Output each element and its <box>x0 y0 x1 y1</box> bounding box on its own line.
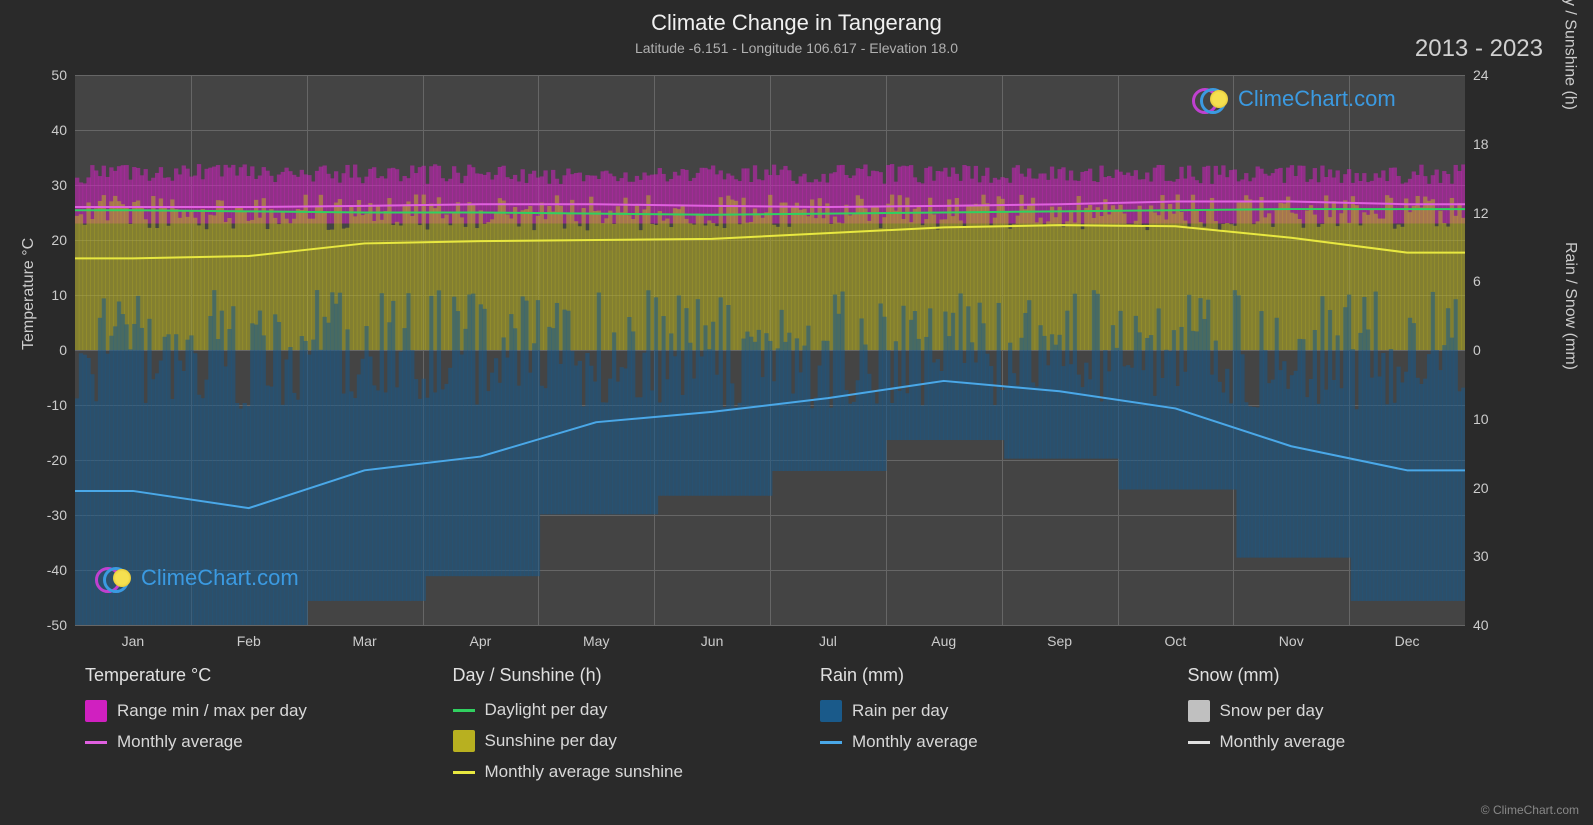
x-tick-month: Jul <box>819 633 837 649</box>
y-tick-left: -10 <box>47 397 67 413</box>
legend-item: Monthly average <box>1188 732 1516 752</box>
y-tick-right-hours: 0 <box>1473 342 1481 358</box>
legend-item: Snow per day <box>1188 700 1516 722</box>
y-tick-left: -40 <box>47 562 67 578</box>
y-tick-right-mm: 20 <box>1473 480 1489 496</box>
watermark-bottom: ClimeChart.com <box>95 565 299 591</box>
x-tick-month: Apr <box>470 633 492 649</box>
y-tick-right-hours: 12 <box>1473 205 1489 221</box>
legend-line-icon <box>453 709 475 712</box>
chart-subtitle: Latitude -6.151 - Longitude 106.617 - El… <box>0 40 1593 56</box>
legend-line-icon <box>85 741 107 744</box>
x-tick-month: Sep <box>1047 633 1072 649</box>
legend-line-icon <box>1188 741 1210 744</box>
legend-swatch-icon <box>820 700 842 722</box>
y-tick-left: 40 <box>51 122 67 138</box>
y-tick-left: 50 <box>51 67 67 83</box>
chart-title: Climate Change in Tangerang <box>0 10 1593 36</box>
legend-title: Snow (mm) <box>1188 665 1516 686</box>
y-tick-left: -50 <box>47 617 67 633</box>
legend-swatch-icon <box>85 700 107 722</box>
legend-label: Monthly average <box>1220 732 1346 752</box>
legend-label: Snow per day <box>1220 701 1324 721</box>
y-tick-right-mm: 30 <box>1473 548 1489 564</box>
x-tick-month: Jun <box>701 633 724 649</box>
y-axis-right-bottom-title: Rain / Snow (mm) <box>1561 242 1579 370</box>
plot-area: -50-40-30-20-100102030405006121824102030… <box>75 75 1465 625</box>
legend-swatch-icon <box>1188 700 1210 722</box>
legend-label: Rain per day <box>852 701 948 721</box>
y-tick-right-hours: 18 <box>1473 136 1489 152</box>
legend-item: Monthly average sunshine <box>453 762 781 782</box>
copyright: © ClimeChart.com <box>1481 803 1579 817</box>
legend-column-rain: Rain (mm) Rain per day Monthly average <box>820 665 1148 792</box>
legend-title: Temperature °C <box>85 665 413 686</box>
x-tick-month: May <box>583 633 609 649</box>
legend-label: Monthly average <box>117 732 243 752</box>
legend: Temperature °C Range min / max per day Mon… <box>85 665 1515 792</box>
y-tick-left: -30 <box>47 507 67 523</box>
y-tick-right-hours: 24 <box>1473 67 1489 83</box>
y-tick-right-mm: 40 <box>1473 617 1489 633</box>
y-axis-right-top-title: Day / Sunshine (h) <box>1561 0 1579 110</box>
y-tick-left: 20 <box>51 232 67 248</box>
climechart-logo-icon <box>1192 88 1232 110</box>
x-tick-month: Mar <box>353 633 377 649</box>
legend-line-icon <box>453 771 475 774</box>
climechart-logo-icon <box>95 567 135 589</box>
y-tick-left: 30 <box>51 177 67 193</box>
legend-label: Sunshine per day <box>485 731 617 751</box>
legend-swatch-icon <box>453 730 475 752</box>
legend-title: Rain (mm) <box>820 665 1148 686</box>
y-tick-left: 10 <box>51 287 67 303</box>
legend-item: Sunshine per day <box>453 730 781 752</box>
y-tick-right-hours: 6 <box>1473 273 1481 289</box>
legend-label: Daylight per day <box>485 700 608 720</box>
y-tick-left: 0 <box>59 342 67 358</box>
x-tick-month: Dec <box>1395 633 1420 649</box>
legend-label: Monthly average <box>852 732 978 752</box>
y-axis-left-title: Temperature °C <box>20 238 38 350</box>
legend-label: Range min / max per day <box>117 701 307 721</box>
x-tick-month: Nov <box>1279 633 1304 649</box>
y-tick-right-mm: 10 <box>1473 411 1489 427</box>
legend-label: Monthly average sunshine <box>485 762 683 782</box>
legend-item: Monthly average <box>85 732 413 752</box>
legend-item: Range min / max per day <box>85 700 413 722</box>
watermark-text: ClimeChart.com <box>1238 86 1396 112</box>
x-tick-month: Aug <box>931 633 956 649</box>
watermark-text: ClimeChart.com <box>141 565 299 591</box>
legend-item: Monthly average <box>820 732 1148 752</box>
legend-column-snow: Snow (mm) Snow per day Monthly average <box>1188 665 1516 792</box>
legend-item: Daylight per day <box>453 700 781 720</box>
legend-line-icon <box>820 741 842 744</box>
year-range: 2013 - 2023 <box>1415 35 1543 63</box>
watermark-top: ClimeChart.com <box>1192 86 1396 112</box>
x-tick-month: Oct <box>1165 633 1187 649</box>
y-tick-left: -20 <box>47 452 67 468</box>
legend-column-day_sunshine: Day / Sunshine (h) Daylight per day Sunshi… <box>453 665 781 792</box>
x-tick-month: Jan <box>122 633 145 649</box>
legend-item: Rain per day <box>820 700 1148 722</box>
legend-column-temperature: Temperature °C Range min / max per day Mon… <box>85 665 413 792</box>
x-tick-month: Feb <box>237 633 261 649</box>
chart-container: Climate Change in Tangerang Latitude -6.… <box>0 0 1593 825</box>
legend-title: Day / Sunshine (h) <box>453 665 781 686</box>
